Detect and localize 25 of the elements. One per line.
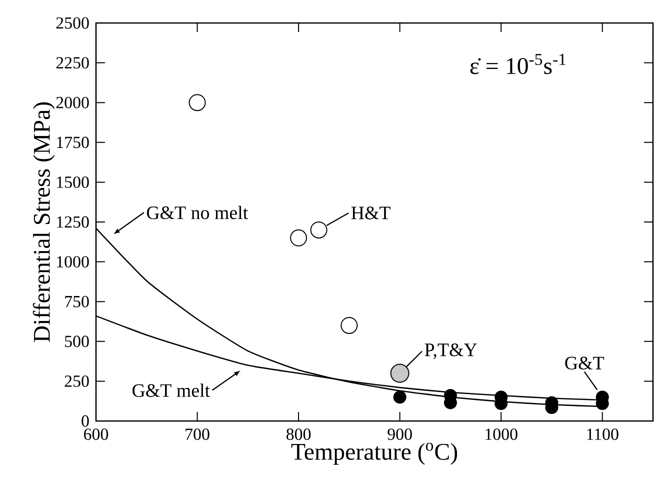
annotation: ε̇ = 10$^{-5}$s$^{-1}$ xyxy=(470,54,566,74)
y-tick-label: 2500 xyxy=(56,17,89,29)
annotation: G&T no melt xyxy=(146,206,248,220)
x-tick-label: 1000 xyxy=(486,428,518,440)
annotation: P,T&Y xyxy=(424,344,477,359)
x-tick-label: 800 xyxy=(286,428,311,440)
y-tick-label: 750 xyxy=(65,296,89,308)
y-tick-label: 250 xyxy=(64,375,89,387)
y-tick-label: 2000 xyxy=(56,96,89,108)
annotation: G&T xyxy=(565,356,604,370)
y-tick-label: 1750 xyxy=(57,136,89,148)
y-tick-label: 500 xyxy=(65,336,89,348)
annotation: H&T xyxy=(351,206,390,220)
y-axis-title: Differential Stress (MPa) xyxy=(32,102,55,342)
y-tick-label: 2250 xyxy=(56,57,89,69)
annotation: G&T melt xyxy=(132,384,210,397)
y-tick-label: 0 xyxy=(82,415,89,427)
y-tick-label: 1000 xyxy=(57,256,89,268)
x-tick-label: 700 xyxy=(186,428,210,440)
x-tick-label: 600 xyxy=(84,428,108,440)
x-tick-label: 1100 xyxy=(587,428,618,440)
x-axis-title: Temperature ($^{o}$C) xyxy=(291,442,458,465)
x-tick-label: 900 xyxy=(388,428,412,440)
y-tick-label: 1500 xyxy=(57,176,89,188)
y-tick-label: 1250 xyxy=(57,216,89,228)
